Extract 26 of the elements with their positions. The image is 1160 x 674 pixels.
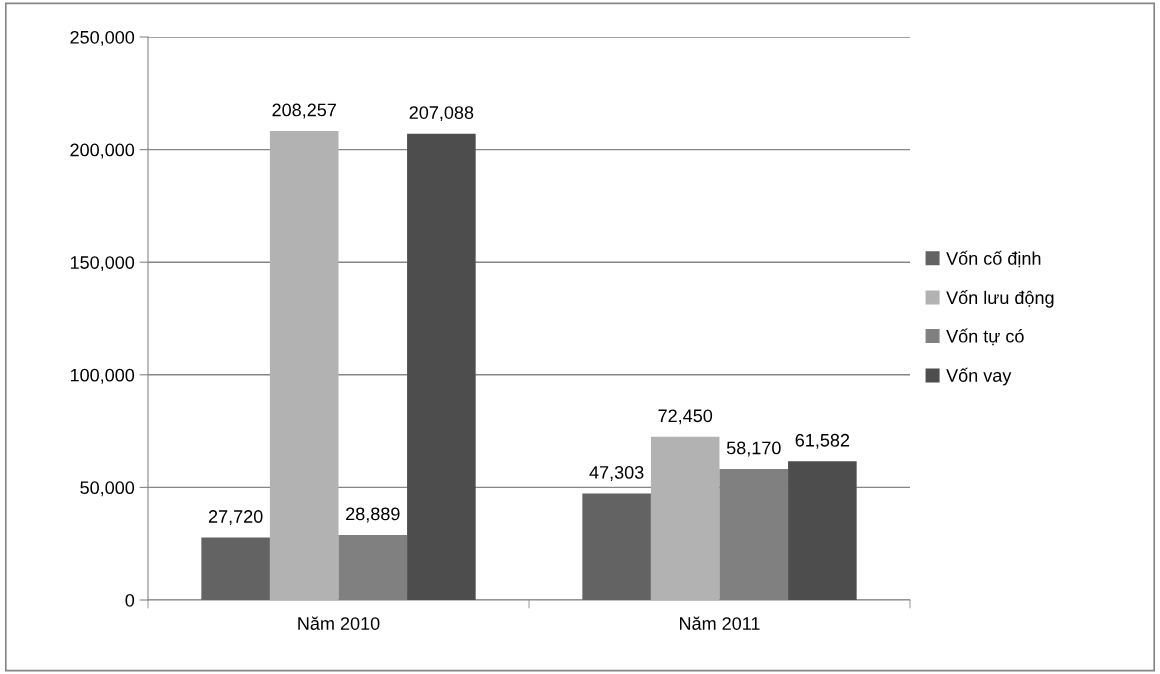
y-tick-label: 50,000 [80, 481, 135, 497]
data-label: 208,257 [272, 103, 336, 119]
data-label: 207,088 [409, 106, 474, 122]
y-tick-label: 100,000 [70, 368, 135, 384]
bar [582, 493, 651, 600]
x-tick-label: Năm 2010 [298, 616, 380, 630]
bar [788, 461, 857, 600]
y-tick-label: 0 [125, 593, 135, 607]
data-label: 72,450 [658, 409, 713, 425]
data-label: 47,303 [589, 466, 644, 481]
legend-label: Vốn vay [946, 367, 1012, 386]
data-label: 28,889 [346, 507, 400, 523]
data-label: 27,720 [208, 510, 263, 526]
y-tick-label: 250,000 [70, 30, 135, 46]
legend-label: Vốn tự có [946, 328, 1024, 346]
bar [407, 133, 476, 600]
x-tick-label: Năm 2011 [680, 616, 760, 630]
y-tick-label: 200,000 [70, 143, 135, 159]
data-label: 61,582 [795, 433, 850, 449]
y-tick-label: 150,000 [70, 256, 135, 272]
data-label: 58,170 [726, 441, 781, 457]
legend-label: Vốn cố định [946, 250, 1041, 268]
bar [201, 537, 270, 600]
bar [269, 131, 339, 600]
bar [650, 436, 720, 600]
legend-label: Vốn lưu động [946, 290, 1054, 308]
